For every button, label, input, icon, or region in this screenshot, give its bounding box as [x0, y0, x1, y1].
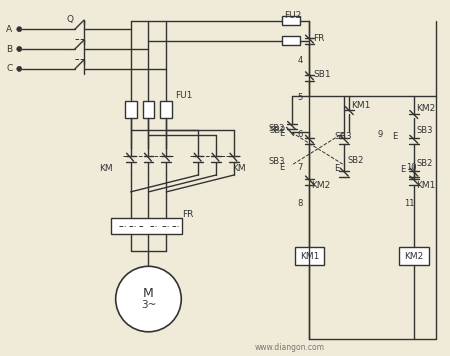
Bar [160, 101, 172, 119]
Text: SB3: SB3 [417, 126, 433, 135]
Text: C: C [6, 64, 13, 73]
Text: SB2: SB2 [270, 126, 286, 135]
Text: SB2: SB2 [269, 124, 285, 133]
Text: SB2: SB2 [347, 156, 364, 164]
Text: M: M [143, 287, 154, 300]
Bar [111, 218, 182, 234]
Text: 6: 6 [297, 130, 303, 139]
Bar [125, 101, 136, 119]
Text: SB3: SB3 [334, 132, 352, 141]
Circle shape [17, 47, 22, 52]
Text: KM1: KM1 [300, 252, 319, 261]
Text: KM2: KM2 [311, 182, 331, 190]
Text: E: E [334, 163, 340, 173]
Circle shape [17, 27, 22, 32]
Text: www.diangon.com: www.diangon.com [255, 343, 325, 352]
Text: FR: FR [314, 33, 325, 43]
Text: KM1: KM1 [416, 182, 435, 190]
Text: B: B [6, 44, 13, 53]
Text: E: E [279, 129, 284, 138]
Bar [399, 247, 429, 265]
Bar [143, 101, 154, 119]
Text: 7: 7 [297, 163, 303, 172]
Text: 8: 8 [297, 199, 303, 208]
Text: FU1: FU1 [176, 91, 193, 100]
Text: SB1: SB1 [314, 70, 331, 79]
Text: KM: KM [99, 163, 112, 173]
Text: FU2: FU2 [284, 11, 301, 20]
Text: SB3: SB3 [269, 157, 285, 166]
Text: 4: 4 [297, 56, 303, 66]
Text: FR: FR [182, 210, 194, 219]
Text: 10: 10 [406, 163, 416, 172]
Bar [295, 247, 324, 265]
Text: E: E [392, 132, 397, 141]
Text: 3~: 3~ [141, 300, 156, 310]
Text: 9: 9 [377, 130, 382, 139]
Text: SB2: SB2 [417, 159, 433, 168]
Text: E: E [400, 164, 405, 174]
Text: KM: KM [232, 163, 246, 173]
Circle shape [116, 266, 181, 332]
Text: KM1: KM1 [351, 101, 371, 110]
Circle shape [17, 66, 22, 71]
Bar [282, 36, 300, 45]
Text: A: A [6, 25, 13, 34]
Bar [282, 16, 300, 25]
Text: Q: Q [67, 15, 74, 24]
Text: KM2: KM2 [416, 104, 435, 113]
Text: 5: 5 [297, 93, 303, 102]
Text: KM2: KM2 [404, 252, 423, 261]
Text: E: E [279, 163, 284, 172]
Text: 11: 11 [404, 199, 414, 208]
